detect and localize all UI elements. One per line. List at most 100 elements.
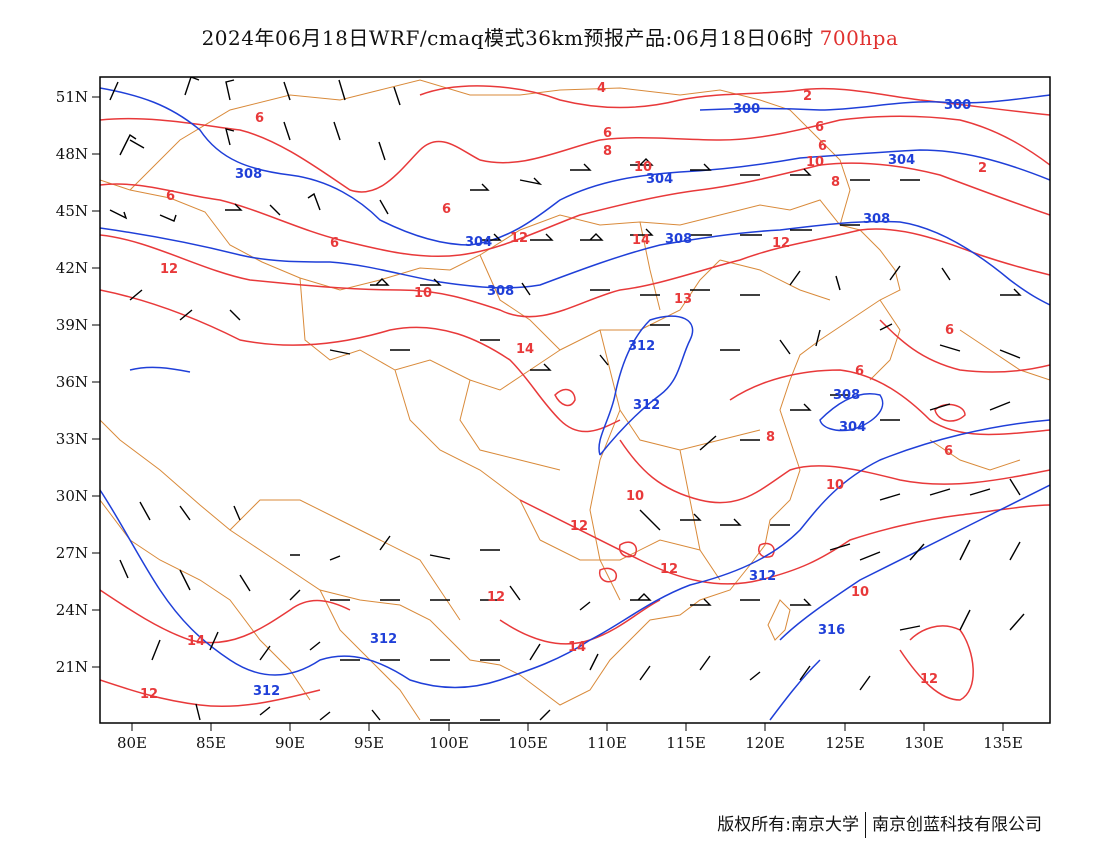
china-border	[100, 179, 901, 706]
t-label: 6	[944, 444, 953, 459]
latitude-labels: 51N 48N 45N 42N 39N 36N 33N 30N 27N 24N …	[56, 88, 88, 676]
h-label: 308	[833, 388, 860, 403]
h-label: 304	[465, 235, 492, 250]
t-label: 12	[660, 562, 678, 577]
h-label: 312	[633, 398, 660, 413]
lat-label: 24N	[56, 601, 88, 619]
t-label: 8	[831, 175, 840, 190]
height-contours	[100, 87, 1050, 721]
t-label: 6	[945, 323, 954, 338]
lat-label: 45N	[56, 202, 88, 220]
lon-label: 105E	[508, 734, 548, 752]
lon-label: 80E	[117, 734, 147, 752]
lat-label: 48N	[56, 145, 88, 163]
t-label: 14	[568, 640, 586, 655]
lon-label: 115E	[666, 734, 706, 752]
h-label: 304	[646, 172, 673, 187]
t-label: 8	[603, 144, 612, 159]
t-label: 6	[442, 202, 451, 217]
korea-japan-border	[869, 299, 1050, 471]
t-label: 14	[632, 233, 650, 248]
map-frame	[99, 76, 1051, 724]
lon-label: 110E	[587, 734, 627, 752]
h-label: 312	[628, 339, 655, 354]
longitude-axis	[131, 723, 1004, 731]
lat-label: 36N	[56, 373, 88, 391]
province-lines	[229, 221, 831, 621]
mongolia-border	[129, 79, 851, 226]
taiwan	[767, 599, 791, 641]
copyright-footer: 版权所有:南京大学 南京创蓝科技有限公司	[717, 810, 1042, 838]
lon-label: 90E	[275, 734, 305, 752]
lon-label: 85E	[196, 734, 226, 752]
h-label: 300	[944, 98, 971, 113]
lat-label: 33N	[56, 430, 88, 448]
t-label: 14	[516, 342, 534, 357]
t-label: 6	[815, 120, 824, 135]
t-label: 6	[818, 139, 827, 154]
longitude-labels: 80E 85E 90E 95E 100E 105E 110E 115E 120E…	[117, 734, 1023, 752]
t-label: 2	[803, 89, 812, 104]
lat-label: 21N	[56, 658, 88, 676]
wind-barbs	[109, 77, 1025, 721]
t-label: 10	[851, 585, 869, 600]
t-label: 12	[487, 590, 505, 605]
lon-label: 95E	[354, 734, 384, 752]
title-main: 2024年06月18日WRF/cmaq模式36km预报产品:06月18日06时	[201, 26, 814, 50]
lat-label: 27N	[56, 544, 88, 562]
t-label: 14	[187, 634, 205, 649]
copyright-left: 版权所有:南京大学	[717, 815, 859, 835]
title-level: 700hpa	[819, 26, 899, 50]
map-layers: 4 2 6 6 8 10 6 6 6 2 6 12 10 8 12 14 14 …	[100, 77, 1050, 721]
t-label: 8	[766, 430, 775, 445]
t-label: 12	[920, 672, 938, 687]
lat-label: 51N	[56, 88, 88, 106]
lon-label: 120E	[745, 734, 785, 752]
h-label: 300	[733, 102, 760, 117]
lat-label: 39N	[56, 316, 88, 334]
t-label: 4	[597, 81, 606, 96]
temperature-labels: 4 2 6 6 8 10 6 6 6 2 6 12 10 8 12 14 14 …	[140, 81, 987, 702]
h-label: 312	[253, 684, 280, 699]
t-label: 10	[626, 489, 644, 504]
t-label: 6	[603, 126, 612, 141]
map-title: 2024年06月18日WRF/cmaq模式36km预报产品:06月18日06时 7…	[0, 22, 1100, 51]
lon-label: 130E	[904, 734, 944, 752]
border-lines	[100, 79, 1050, 721]
latitude-axis	[92, 96, 100, 668]
t-label: 10	[826, 478, 844, 493]
t-label: 6	[330, 236, 339, 251]
lat-label: 42N	[56, 259, 88, 277]
t-label: 12	[570, 519, 588, 534]
lon-label: 100E	[429, 734, 469, 752]
t-label: 13	[674, 292, 692, 307]
t-label: 6	[855, 364, 864, 379]
h-label: 312	[370, 632, 397, 647]
h-label: 316	[818, 623, 845, 638]
temperature-contours	[100, 85, 1050, 708]
t-label: 6	[255, 111, 264, 126]
t-label: 10	[414, 286, 432, 301]
lon-label: 135E	[983, 734, 1023, 752]
h-label: 304	[888, 153, 915, 168]
t-label: 2	[978, 161, 987, 176]
t-label: 6	[166, 189, 175, 204]
h-label: 308	[235, 167, 262, 182]
t-label: 10	[806, 155, 824, 170]
h-label: 308	[863, 212, 890, 227]
lon-label: 125E	[825, 734, 865, 752]
lat-label: 30N	[56, 487, 88, 505]
h-label: 312	[749, 569, 776, 584]
h-label: 308	[487, 284, 514, 299]
t-label: 12	[772, 236, 790, 251]
t-label: 10	[634, 160, 652, 175]
copyright-right: 南京创蓝科技有限公司	[872, 815, 1042, 835]
h-label: 304	[839, 420, 866, 435]
t-label: 12	[510, 231, 528, 246]
t-label: 12	[140, 687, 158, 702]
h-label: 308	[665, 232, 692, 247]
t-label: 12	[160, 262, 178, 277]
height-labels: 300 300 308 304 304 308 308 304 312 312 …	[235, 98, 971, 699]
